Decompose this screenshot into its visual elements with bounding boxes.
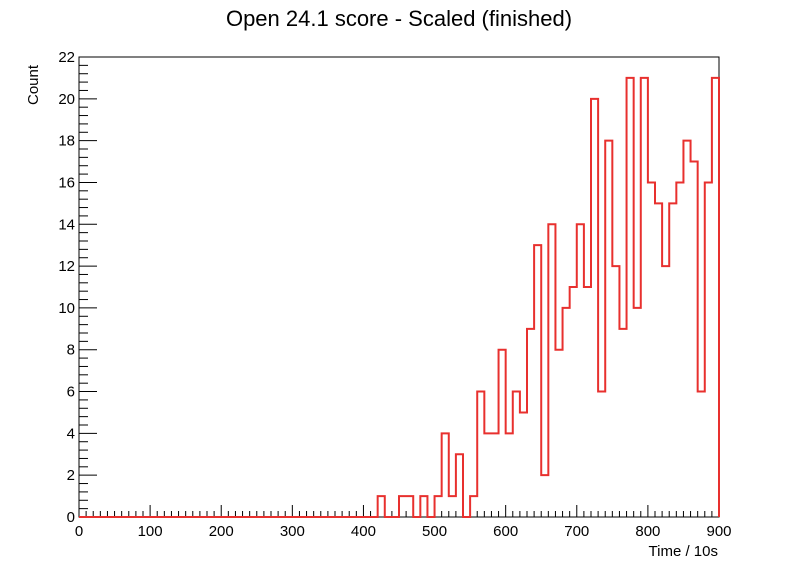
histogram-bin bbox=[399, 496, 406, 517]
x-tick-label: 800 bbox=[635, 523, 660, 540]
histogram-bin bbox=[683, 141, 690, 517]
y-tick-label: 8 bbox=[67, 342, 75, 359]
histogram-bin bbox=[484, 433, 491, 517]
y-tick-label: 2 bbox=[67, 467, 75, 484]
histogram-bin bbox=[541, 475, 548, 517]
y-tick-label: 16 bbox=[58, 174, 75, 191]
histogram-bin bbox=[513, 392, 520, 517]
histogram-bin bbox=[634, 308, 641, 517]
histogram-bin bbox=[662, 266, 669, 517]
histogram-bin bbox=[449, 496, 456, 517]
histogram-bin bbox=[591, 99, 598, 517]
histogram-bin bbox=[470, 496, 477, 517]
x-tick-label: 200 bbox=[209, 523, 234, 540]
histogram-bin bbox=[627, 78, 634, 517]
histogram-bin bbox=[548, 224, 555, 517]
histogram-bin bbox=[442, 433, 449, 517]
y-tick-label: 14 bbox=[58, 216, 75, 233]
histogram-bin bbox=[555, 350, 562, 517]
histogram-bin bbox=[406, 496, 413, 517]
histogram-bin bbox=[527, 329, 534, 517]
y-tick-label: 0 bbox=[67, 509, 75, 526]
x-tick-label: 900 bbox=[706, 523, 731, 540]
y-tick-label: 10 bbox=[58, 300, 75, 317]
histogram-bin bbox=[698, 392, 705, 517]
histogram-bin bbox=[598, 392, 605, 517]
x-tick-label: 100 bbox=[138, 523, 163, 540]
y-tick-label: 22 bbox=[58, 49, 75, 66]
histogram-bin bbox=[619, 329, 626, 517]
histogram-bin bbox=[691, 162, 698, 517]
histogram-bin bbox=[491, 433, 498, 517]
histogram-bin bbox=[420, 496, 427, 517]
y-axis-title: Count bbox=[25, 64, 42, 105]
x-tick-label: 500 bbox=[422, 523, 447, 540]
histogram-bin bbox=[570, 287, 577, 517]
x-tick-label: 700 bbox=[564, 523, 589, 540]
histogram-bin bbox=[705, 182, 712, 517]
histogram-bin bbox=[577, 224, 584, 517]
y-tick-label: 12 bbox=[58, 258, 75, 275]
histogram-bin bbox=[655, 203, 662, 517]
histogram-bin bbox=[520, 412, 527, 517]
histogram-bin bbox=[378, 496, 385, 517]
histogram-bin bbox=[584, 287, 591, 517]
chart-title: Open 24.1 score - Scaled (finished) bbox=[226, 6, 572, 31]
histogram-bin bbox=[499, 350, 506, 517]
histogram-bin bbox=[669, 203, 676, 517]
y-axis: 0 2 4 6 8 10 12 14 16 18 20 22 bbox=[58, 49, 97, 526]
x-tick-label: 400 bbox=[351, 523, 376, 540]
histogram-bin bbox=[712, 78, 719, 517]
y-tick-label: 6 bbox=[67, 384, 75, 401]
plot-frame bbox=[78, 56, 720, 518]
x-axis: 0 100 200 300 400 500 600 700 800 900 bbox=[75, 505, 732, 540]
histogram-bin bbox=[435, 496, 442, 517]
x-tick-label: 600 bbox=[493, 523, 518, 540]
histogram-bin bbox=[641, 78, 648, 517]
histogram-bin bbox=[563, 308, 570, 517]
histogram-bin bbox=[506, 433, 513, 517]
histogram-bin bbox=[605, 141, 612, 517]
histogram-bin bbox=[612, 266, 619, 517]
y-tick-label: 20 bbox=[58, 91, 75, 108]
histogram-outline bbox=[79, 76, 720, 518]
x-tick-label: 0 bbox=[75, 523, 83, 540]
histogram-bin bbox=[477, 392, 484, 517]
histogram-bin bbox=[456, 454, 463, 517]
x-tick-label: 300 bbox=[280, 523, 305, 540]
y-tick-label: 4 bbox=[67, 425, 75, 442]
histogram-bin bbox=[648, 182, 655, 517]
y-tick-label: 18 bbox=[58, 133, 75, 150]
histogram-bin bbox=[676, 182, 683, 517]
histogram-bin bbox=[534, 245, 541, 517]
x-axis-title: Time / 10s bbox=[649, 543, 718, 560]
